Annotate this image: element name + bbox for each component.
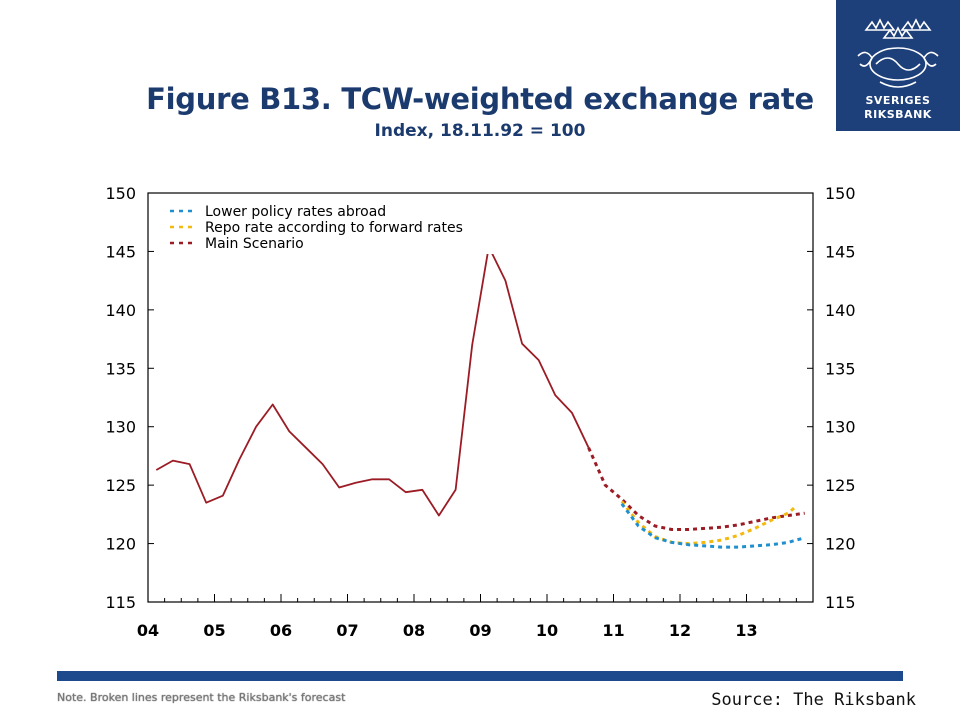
y-tick-label-left: 125 bbox=[105, 476, 136, 495]
y-tick-label-right: 150 bbox=[825, 184, 856, 203]
series-line-2 bbox=[620, 500, 798, 546]
y-tick-label-left: 130 bbox=[105, 418, 136, 437]
series-line-0 bbox=[155, 245, 590, 517]
y-tick-label-left: 150 bbox=[105, 184, 136, 203]
logo-text-line1: SVERIGES bbox=[865, 94, 931, 107]
y-tick-label-right: 130 bbox=[825, 418, 856, 437]
chart-subtitle: Index, 18.11.92 = 100 bbox=[374, 121, 586, 141]
x-tick-label: 13 bbox=[735, 621, 757, 640]
forecast-note: Note. Broken lines represent the Riksban… bbox=[57, 691, 346, 704]
series-line-1 bbox=[587, 447, 805, 531]
y-tick-label-right: 135 bbox=[825, 359, 856, 378]
y-tick-label-left: 120 bbox=[105, 535, 136, 554]
x-tick-label: 09 bbox=[469, 621, 491, 640]
x-tick-label: 10 bbox=[536, 621, 558, 640]
x-tick-label: 07 bbox=[336, 621, 358, 640]
y-tick-label-left: 145 bbox=[105, 242, 136, 261]
x-tick-label: 12 bbox=[669, 621, 691, 640]
source-label: Source: The Riksbank bbox=[711, 690, 916, 710]
y-tick-label-left: 140 bbox=[105, 301, 136, 320]
plot-frame bbox=[147, 192, 814, 603]
y-tick-label-right: 145 bbox=[825, 242, 856, 261]
x-tick-label: 04 bbox=[137, 621, 159, 640]
x-tick-label: 05 bbox=[203, 621, 225, 640]
legend-background bbox=[160, 198, 512, 254]
y-tick-label-right: 115 bbox=[825, 593, 856, 612]
legend-label: Repo rate according to forward rates bbox=[205, 220, 463, 236]
legend-label: Lower policy rates abroad bbox=[205, 204, 386, 220]
y-tick-label-left: 135 bbox=[105, 359, 136, 378]
y-tick-label-right: 120 bbox=[825, 535, 856, 554]
y-tick-label-left: 115 bbox=[105, 593, 136, 612]
x-tick-label: 08 bbox=[403, 621, 425, 640]
logo-text-line2: RIKSBANK bbox=[864, 108, 932, 121]
crown-lion-emblem-icon bbox=[857, 18, 939, 88]
footer-bar bbox=[57, 671, 903, 681]
chart-title: Figure B13. TCW-weighted exchange rate bbox=[146, 82, 814, 116]
x-tick-label: 11 bbox=[602, 621, 624, 640]
series-line-3 bbox=[620, 502, 806, 549]
riksbank-logo: SVERIGES RIKSBANK bbox=[836, 0, 960, 131]
y-tick-label-right: 125 bbox=[825, 476, 856, 495]
y-tick-label-right: 140 bbox=[825, 301, 856, 320]
legend-label: Main Scenario bbox=[205, 236, 304, 252]
x-tick-label: 06 bbox=[270, 621, 292, 640]
